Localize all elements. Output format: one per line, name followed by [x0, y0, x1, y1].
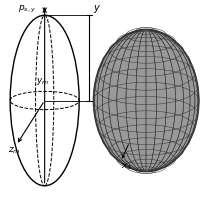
Ellipse shape	[93, 30, 198, 172]
Text: $z_m$: $z_m$	[8, 145, 21, 156]
Text: $y_m$: $y_m$	[35, 75, 49, 86]
Text: $y$: $y$	[93, 3, 101, 15]
Text: $x_3$: $x_3$	[120, 160, 131, 171]
Text: $p_{s,y}$: $p_{s,y}$	[18, 4, 36, 15]
